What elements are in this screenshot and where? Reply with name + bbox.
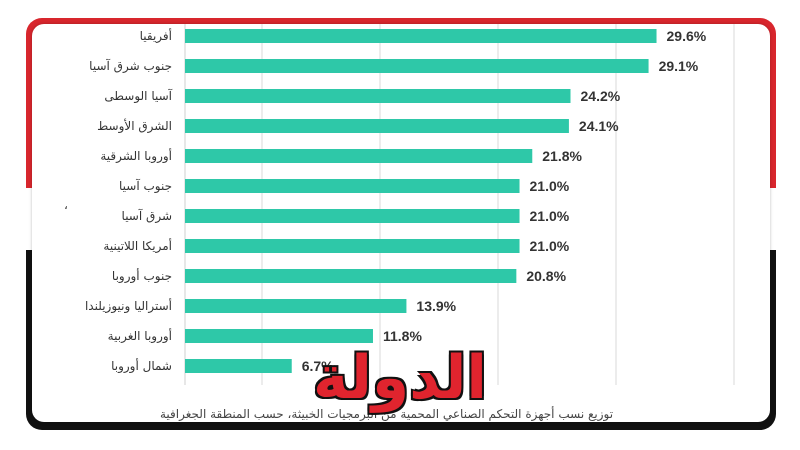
bar [185, 239, 520, 253]
category-label: آسيا الوسطى [104, 88, 172, 104]
data-label: 11.8% [383, 328, 422, 344]
bar [185, 209, 520, 223]
data-label: 21.0% [530, 178, 570, 194]
category-label: جنوب أوروبا [112, 268, 172, 284]
category-label: أوروبا الشرقية [100, 148, 172, 164]
logo-text: الدولة [313, 343, 487, 413]
category-label: شرق آسيا [122, 208, 172, 224]
category-label: شمال أوروبا [111, 358, 172, 374]
data-label: 13.9% [416, 298, 456, 314]
category-label: الشرق الأوسط [97, 118, 172, 134]
data-label: 29.1% [659, 58, 699, 74]
site-logo: الدولة [310, 342, 490, 420]
stray-mark: ، [64, 198, 68, 212]
bar [185, 359, 292, 373]
data-label: 29.6% [667, 28, 707, 44]
bar [185, 269, 517, 283]
category-label: جنوب آسيا [119, 178, 172, 194]
data-label: 6.7% [302, 358, 334, 374]
category-label: أوروبا الغربية [108, 328, 172, 344]
bar [185, 299, 407, 313]
bar [185, 119, 569, 133]
data-label: 21.8% [542, 148, 582, 164]
data-label: 24.2% [581, 88, 621, 104]
chart-caption: توزيع نسب أجهزة التحكم الصناعي المحمية م… [160, 407, 614, 421]
bar [185, 29, 657, 43]
bar [185, 149, 533, 163]
data-label: 21.0% [530, 208, 570, 224]
bar [185, 179, 520, 193]
category-label: أفريقيا [140, 28, 172, 44]
bar [185, 89, 571, 103]
category-label: أمريكا اللاتينية [103, 238, 172, 254]
data-label: 20.8% [526, 268, 566, 284]
category-label: جنوب شرق آسيا [89, 58, 172, 74]
data-label: 21.0% [530, 238, 570, 254]
category-label: أستراليا ونيوزيلندا [85, 298, 172, 314]
bar [185, 329, 373, 343]
bar [185, 59, 649, 73]
data-label: 24.1% [579, 118, 619, 134]
